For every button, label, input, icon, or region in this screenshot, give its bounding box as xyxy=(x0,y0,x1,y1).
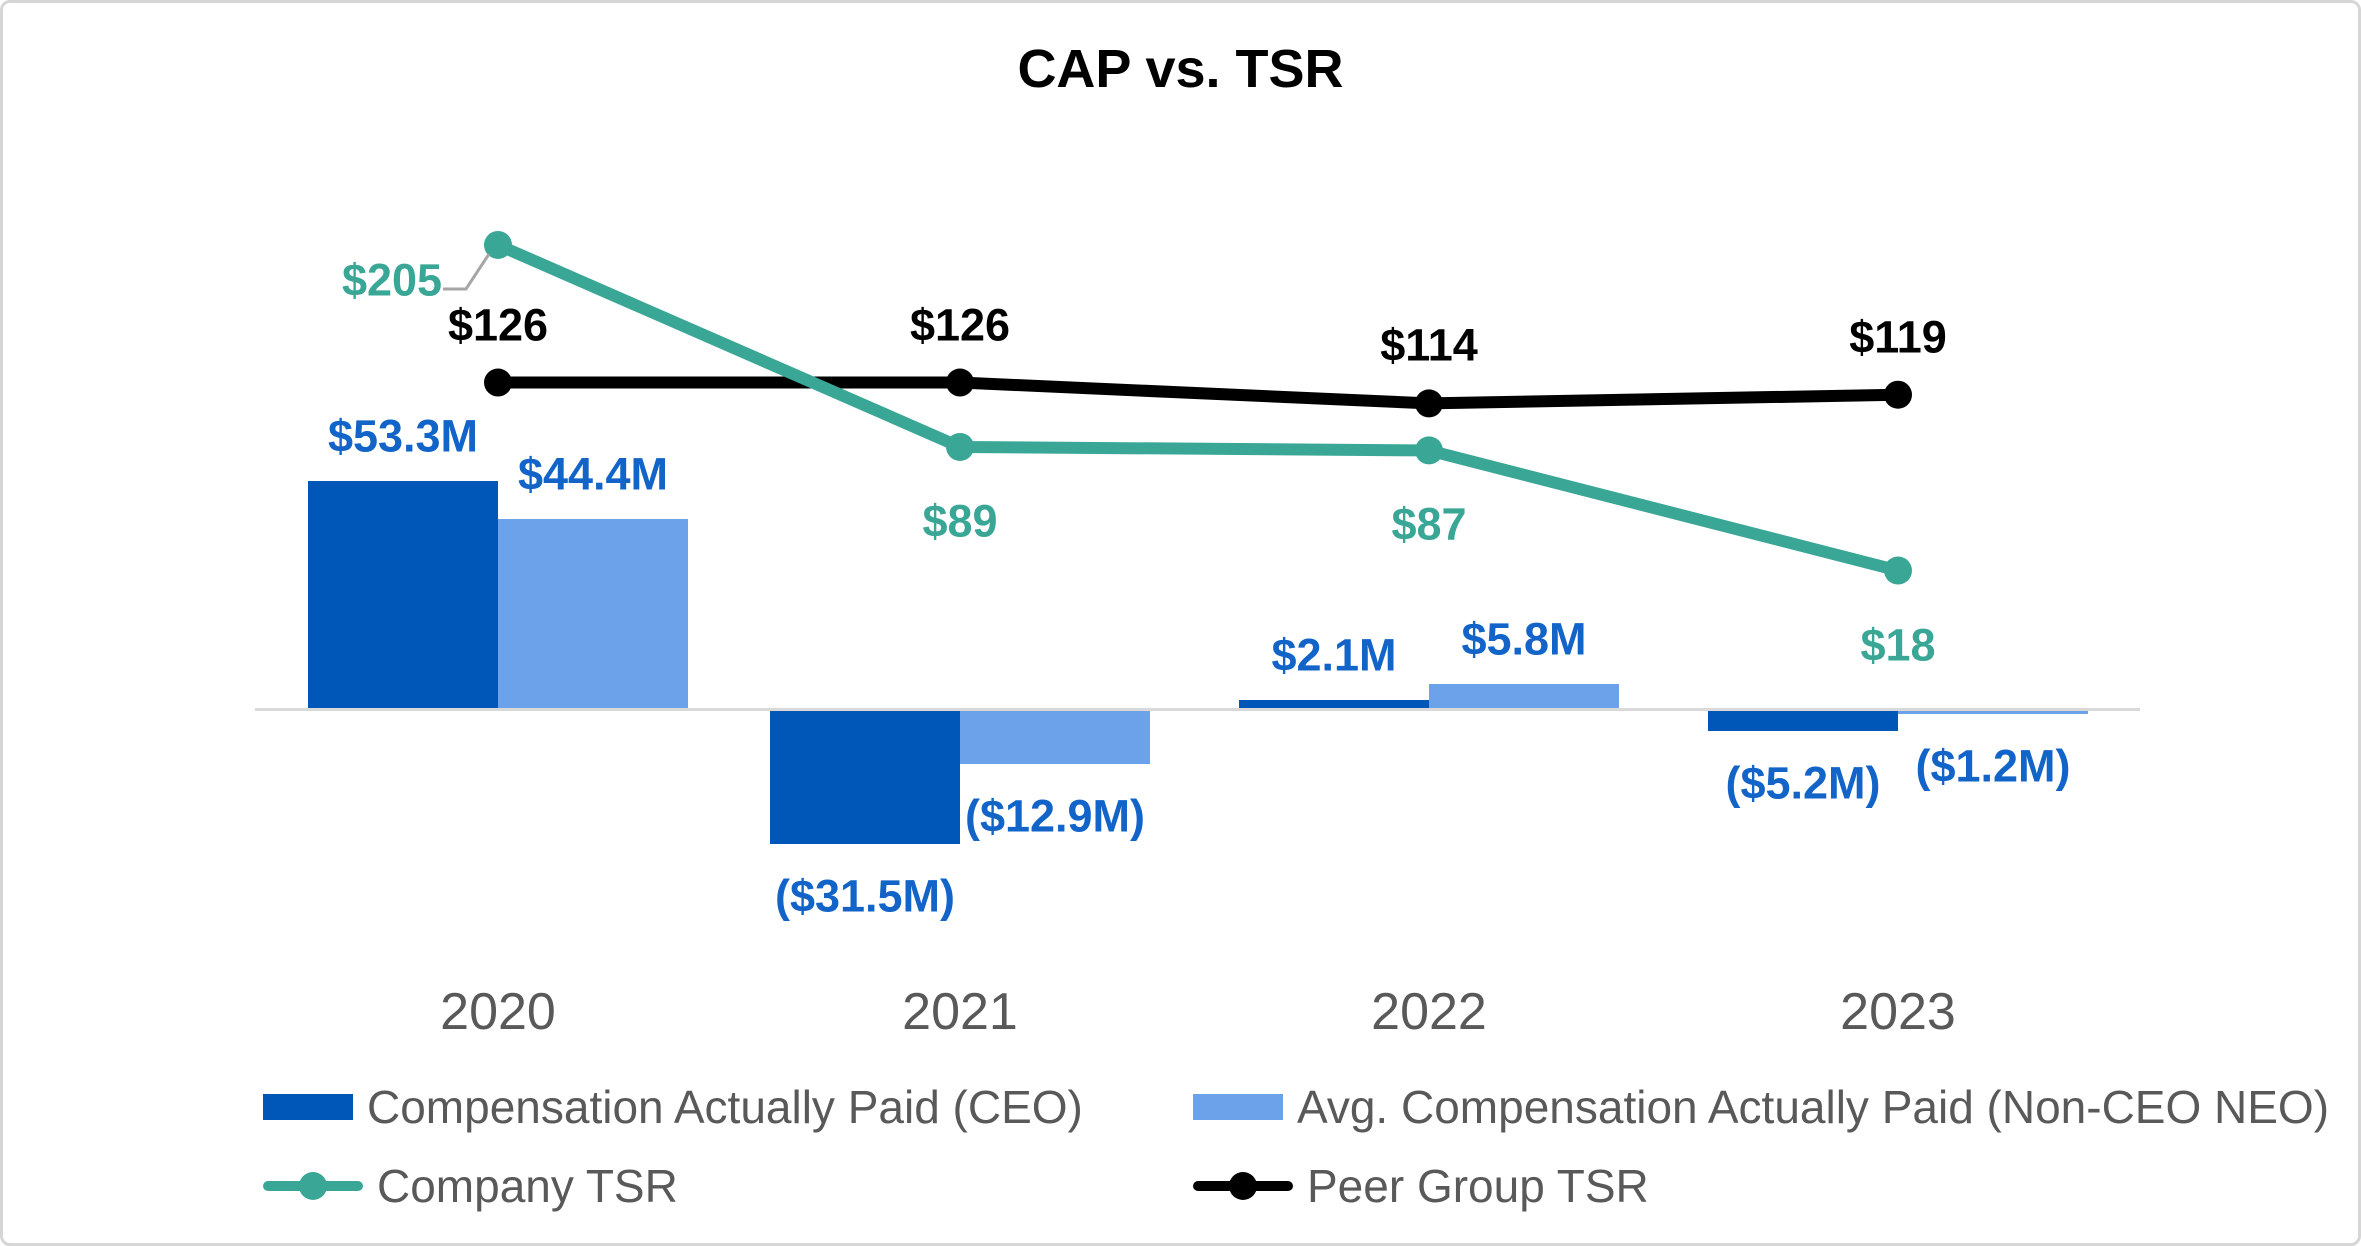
category-label-2023: 2023 xyxy=(1840,983,1956,1041)
marker-peer-group-tsr-2020 xyxy=(484,368,512,397)
legend-item-peer-group-tsr: Peer Group TSR xyxy=(1193,1162,1649,1210)
marker-peer-group-tsr-2023 xyxy=(1884,380,1912,409)
label-company-tsr-2022: $87 xyxy=(1391,498,1467,550)
marker-company-tsr-2022 xyxy=(1415,436,1443,465)
chart-title: CAP vs. TSR xyxy=(1017,39,1344,99)
bar-compensation-actually-paid-ceo-2021 xyxy=(770,709,960,844)
legend-swatch-peer-group-tsr xyxy=(1193,1172,1293,1200)
legend-label-compensation-actually-paid-ceo: Compensation Actually Paid (CEO) xyxy=(367,1081,1083,1133)
legend-label-peer-group-tsr: Peer Group TSR xyxy=(1307,1160,1649,1212)
label-company-tsr-2021: $89 xyxy=(922,495,998,547)
label-peer-group-tsr-2022: $114 xyxy=(1380,319,1478,371)
label-avg-compensation-actually-paid-2022: $5.8M xyxy=(1461,613,1587,665)
marker-peer-group-tsr-2022 xyxy=(1415,389,1443,418)
label-peer-group-tsr-2023: $119 xyxy=(1849,311,1947,363)
category-label-2021: 2021 xyxy=(902,983,1018,1041)
callout-leader-line xyxy=(443,253,491,291)
marker-company-tsr-2020 xyxy=(484,230,512,259)
line-company-tsr xyxy=(495,239,1900,577)
bar-avg-compensation-actually-paid-2021 xyxy=(960,709,1150,765)
label-avg-compensation-actually-paid-2020: $44.4M xyxy=(517,448,669,500)
line-peer-group-tsr xyxy=(498,376,1899,410)
label-compensation-actually-paid-ceo-2021: ($31.5M) xyxy=(774,870,956,922)
label-avg-compensation-actually-paid-2023: ($1.2M) xyxy=(1915,740,2071,792)
x-axis-line xyxy=(255,708,2140,711)
legend-swatch-avg-compensation-actually-paid xyxy=(1193,1094,1283,1120)
label-peer-group-tsr-2021: $126 xyxy=(909,299,1011,351)
bar-compensation-actually-paid-ceo-2023 xyxy=(1708,709,1898,732)
bar-compensation-actually-paid-ceo-2020 xyxy=(308,480,498,709)
legend-line-dot xyxy=(299,1172,327,1200)
legend-item-compensation-actually-paid-ceo: Compensation Actually Paid (CEO) xyxy=(263,1083,1083,1131)
label-peer-group-tsr-2020: $126 xyxy=(447,299,549,351)
bar-compensation-actually-paid-ceo-2022 xyxy=(1239,700,1429,709)
legend-line-dot xyxy=(1229,1172,1257,1200)
bar-avg-compensation-actually-paid-2023 xyxy=(1898,709,2088,715)
category-label-2022: 2022 xyxy=(1371,983,1487,1041)
bar-avg-compensation-actually-paid-2022 xyxy=(1429,684,1619,709)
legend-item-avg-compensation-actually-paid: Avg. Compensation Actually Paid (Non-CEO… xyxy=(1193,1083,2329,1131)
marker-company-tsr-2021 xyxy=(946,432,974,461)
label-company-tsr-2023: $18 xyxy=(1860,619,1936,671)
label-compensation-actually-paid-ceo-2023: ($5.2M) xyxy=(1725,757,1881,809)
label-company-tsr-2020: $205 xyxy=(341,254,443,306)
label-compensation-actually-paid-ceo-2022: $2.1M xyxy=(1271,629,1397,681)
legend-label-avg-compensation-actually-paid: Avg. Compensation Actually Paid (Non-CEO… xyxy=(1297,1081,2330,1133)
legend-label-company-tsr: Company TSR xyxy=(377,1160,678,1212)
marker-peer-group-tsr-2021 xyxy=(946,368,974,397)
label-compensation-actually-paid-ceo-2020: $53.3M xyxy=(327,410,479,462)
bar-avg-compensation-actually-paid-2020 xyxy=(498,518,688,709)
legend-swatch-company-tsr xyxy=(263,1172,363,1200)
marker-company-tsr-2023 xyxy=(1884,556,1912,585)
category-label-2020: 2020 xyxy=(440,983,556,1041)
label-avg-compensation-actually-paid-2021: ($12.9M) xyxy=(964,790,1146,842)
legend-item-company-tsr: Company TSR xyxy=(263,1162,678,1210)
legend-swatch-compensation-actually-paid-ceo xyxy=(263,1094,353,1120)
